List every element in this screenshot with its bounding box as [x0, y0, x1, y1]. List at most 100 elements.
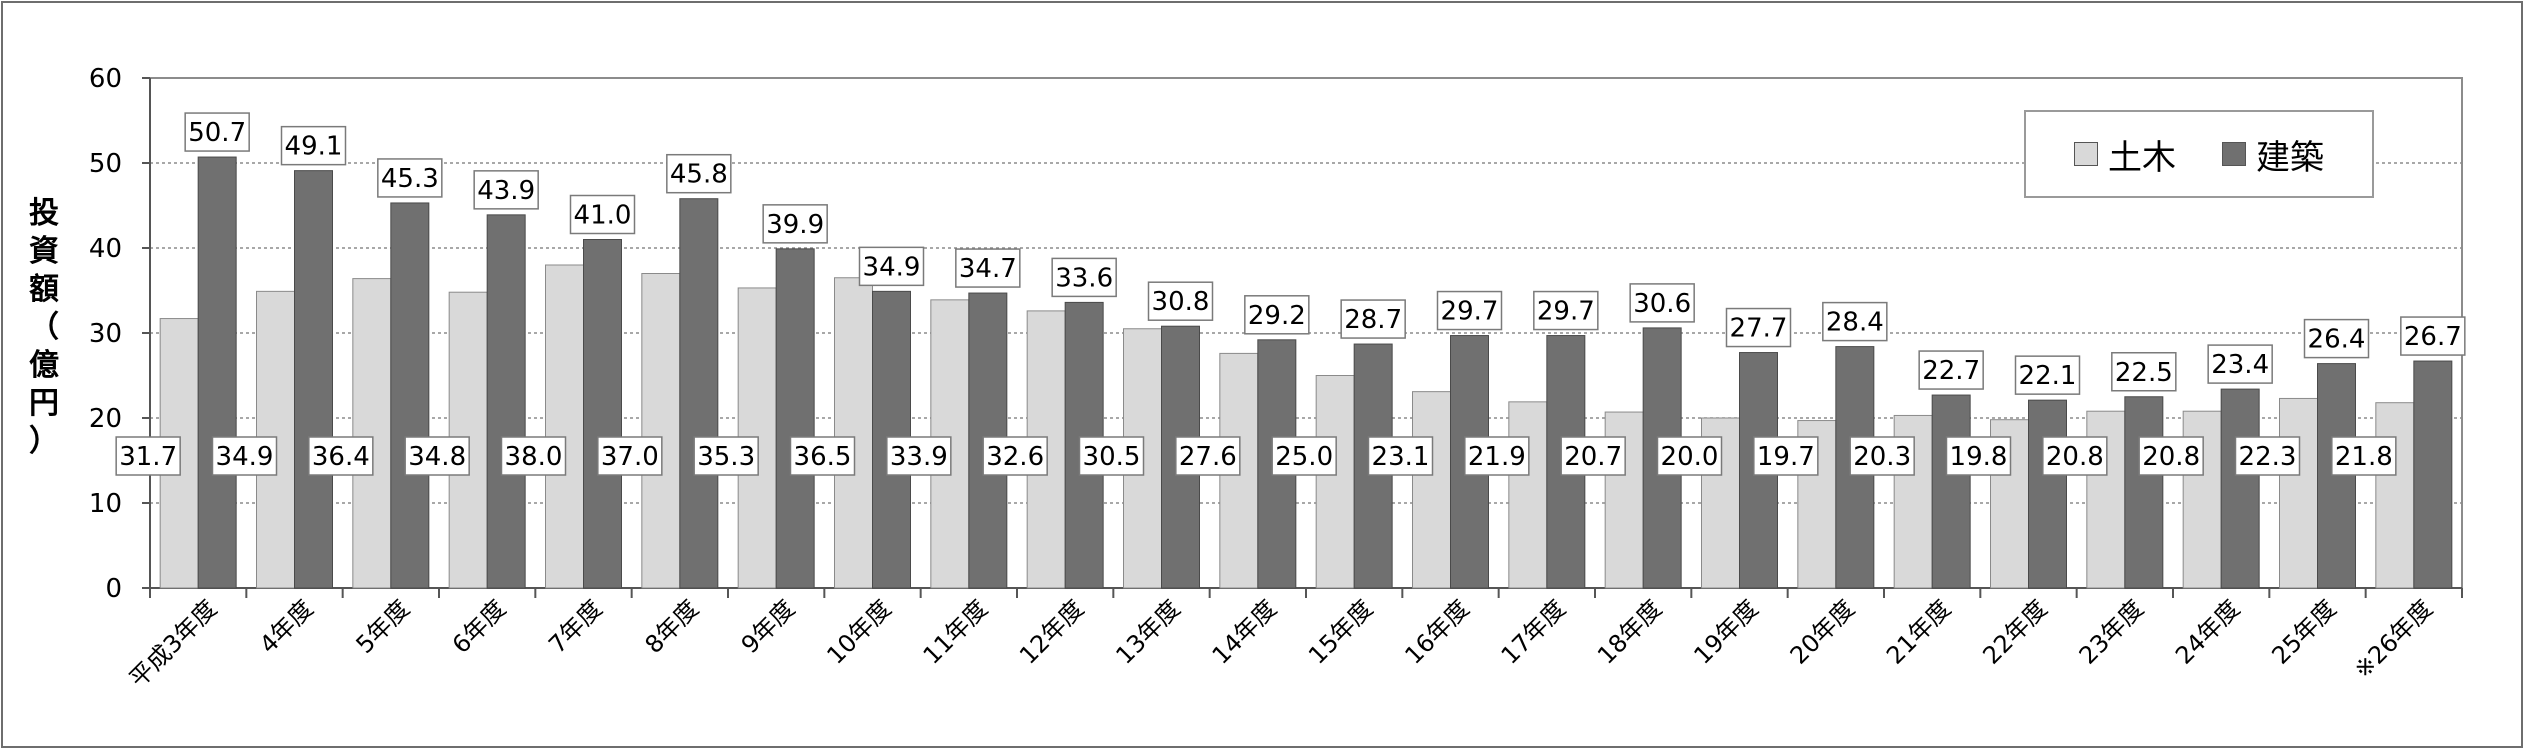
data-label-box-kenchiku — [2400, 316, 2466, 356]
data-label-kenchiku: 43.9 — [477, 176, 535, 206]
legend: 土木 建築 — [2024, 110, 2374, 198]
y-axis-label: 投資額（億円） — [22, 195, 66, 461]
x-category-label: 9年度 — [736, 594, 801, 659]
data-label-box-doboku — [1175, 436, 1241, 476]
data-label-doboku: 21.8 — [2335, 442, 2393, 472]
y-axis-label-char: （ — [29, 310, 59, 345]
data-label-kenchiku: 34.9 — [863, 252, 921, 282]
data-label-doboku: 32.6 — [986, 442, 1044, 472]
data-label-box-kenchiku — [858, 246, 925, 287]
x-category-label: 7年度 — [543, 594, 608, 659]
data-label-box-kenchiku — [1051, 257, 1117, 298]
y-axis-label-char: 資 — [29, 234, 59, 269]
x-category-label: 13年度 — [1110, 594, 1185, 669]
data-label-kenchiku: 27.7 — [1730, 314, 1788, 344]
x-category-label: 15年度 — [1303, 594, 1378, 669]
bar-doboku — [641, 273, 681, 589]
data-label-kenchiku: 26.7 — [2404, 322, 2462, 352]
data-label-box-doboku — [308, 436, 374, 476]
data-label-box-doboku — [2138, 436, 2204, 476]
data-label-box-kenchiku — [2207, 344, 2273, 384]
data-label-kenchiku: 29.2 — [1248, 301, 1306, 331]
x-category-label: 25年度 — [2266, 594, 2341, 669]
data-label-doboku: 36.4 — [312, 442, 370, 472]
bar-kenchiku — [197, 156, 237, 589]
y-tick-label: 50 — [89, 149, 122, 179]
bar-kenchiku — [1931, 394, 1971, 589]
y-axis-label-char: ） — [29, 424, 59, 459]
bar-doboku — [1315, 375, 1355, 589]
data-label-box-kenchiku — [184, 112, 250, 152]
data-label-box-kenchiku — [2014, 355, 2081, 395]
data-label-box-kenchiku — [1822, 301, 1888, 342]
data-label-box-doboku — [1656, 436, 1723, 476]
data-label-box-doboku — [1849, 436, 1915, 476]
legend-swatch-doboku — [2074, 142, 2098, 166]
legend-swatch-kenchiku — [2222, 142, 2246, 166]
y-tick-label: 60 — [89, 64, 122, 94]
bar-doboku — [834, 277, 873, 589]
y-axis-label-char: 額 — [29, 272, 59, 307]
y-axis-label-char: 円 — [29, 386, 59, 421]
bar-kenchiku — [2413, 360, 2453, 589]
x-category-label: 8年度 — [640, 594, 705, 659]
data-label-doboku: 36.5 — [794, 442, 852, 472]
x-category-label: 24年度 — [2170, 594, 2245, 669]
x-category-label: 19年度 — [1688, 594, 1763, 669]
data-label-box-kenchiku — [1533, 290, 1599, 331]
data-label-box-doboku — [886, 436, 952, 476]
bar-kenchiku — [2028, 399, 2067, 589]
data-label-kenchiku: 34.7 — [959, 254, 1017, 284]
data-label-box-doboku — [1078, 436, 1145, 476]
data-label-kenchiku: 33.6 — [1055, 263, 1113, 293]
data-label-box-doboku — [693, 436, 759, 476]
y-tick-label: 40 — [89, 234, 122, 264]
data-label-kenchiku: 49.1 — [285, 132, 343, 162]
data-label-box-doboku — [2234, 436, 2301, 476]
data-label-doboku: 25.0 — [1275, 442, 1333, 472]
y-tick-label: 10 — [89, 489, 122, 519]
bar-kenchiku — [583, 239, 622, 589]
x-category-label: ※26年度 — [2349, 594, 2439, 684]
y-tick-label: 30 — [89, 319, 122, 349]
x-category-label: 10年度 — [821, 594, 896, 669]
data-label-kenchiku: 28.7 — [1344, 305, 1402, 335]
data-label-doboku: 27.6 — [1179, 442, 1237, 472]
data-label-doboku: 31.7 — [119, 442, 177, 472]
bar-doboku — [1508, 401, 1548, 589]
data-label-box-kenchiku — [473, 170, 539, 210]
data-label-box-doboku — [1367, 436, 1434, 476]
data-label-doboku: 34.8 — [408, 442, 466, 472]
x-category-label: 17年度 — [1496, 594, 1571, 669]
data-label-doboku: 23.1 — [1372, 442, 1430, 472]
data-label-box-doboku — [404, 436, 470, 476]
x-category-label: 11年度 — [918, 594, 993, 669]
x-category-label: 16年度 — [1399, 594, 1474, 669]
data-label-doboku: 30.5 — [1083, 442, 1141, 472]
data-label-kenchiku: 26.4 — [2308, 325, 2366, 355]
bar-kenchiku — [679, 198, 719, 589]
x-category-label: 14年度 — [1207, 594, 1282, 669]
data-label-box-kenchiku — [1340, 299, 1406, 339]
data-label-box-kenchiku — [1436, 290, 1503, 331]
data-label-kenchiku: 50.7 — [188, 118, 246, 148]
data-label-doboku: 34.9 — [216, 442, 274, 472]
bar-kenchiku — [775, 248, 815, 589]
data-label-kenchiku: 29.7 — [1441, 297, 1499, 327]
data-label-box-kenchiku — [2111, 352, 2177, 392]
data-label-kenchiku: 30.8 — [1152, 287, 1210, 317]
x-category-label: 23年度 — [2074, 594, 2149, 669]
data-label-doboku: 35.3 — [697, 442, 755, 472]
data-label-kenchiku: 22.7 — [1922, 356, 1980, 386]
legend-label-kenchiku: 建築 — [2256, 137, 2324, 178]
x-category-label: 18年度 — [1592, 594, 1667, 669]
data-label-box-doboku — [1464, 436, 1530, 476]
data-label-box-kenchiku — [569, 194, 636, 235]
data-label-box-doboku — [597, 436, 663, 476]
data-label-box-doboku — [1560, 436, 1626, 476]
data-label-box-doboku — [2042, 436, 2108, 476]
x-category-label: 4年度 — [254, 594, 319, 659]
data-label-doboku: 20.3 — [1853, 442, 1911, 472]
